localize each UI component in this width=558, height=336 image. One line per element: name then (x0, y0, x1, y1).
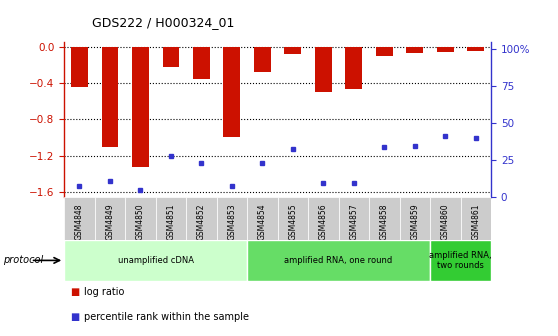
Text: amplified RNA, one round: amplified RNA, one round (285, 256, 393, 265)
Bar (460, 197, 491, 240)
Bar (254, 47, 271, 72)
Bar (125, 197, 156, 240)
Bar (64, 240, 247, 281)
Bar (376, 47, 393, 56)
Text: GSM4860: GSM4860 (441, 203, 450, 240)
Bar (156, 197, 186, 240)
Bar (247, 197, 277, 240)
Text: unamplified cDNA: unamplified cDNA (118, 256, 194, 265)
Bar (95, 197, 125, 240)
Text: GSM4851: GSM4851 (166, 203, 175, 240)
Text: GSM4848: GSM4848 (75, 203, 84, 240)
Text: log ratio: log ratio (84, 287, 124, 297)
Bar (285, 47, 301, 54)
Bar (437, 47, 454, 52)
Text: GSM4852: GSM4852 (197, 203, 206, 240)
Bar (400, 197, 430, 240)
Bar (186, 197, 217, 240)
Bar (468, 47, 484, 51)
Text: GSM4856: GSM4856 (319, 203, 328, 240)
Text: GSM4861: GSM4861 (472, 203, 480, 240)
Text: GDS222 / H000324_01: GDS222 / H000324_01 (92, 15, 234, 29)
Text: GSM4859: GSM4859 (410, 203, 419, 240)
Text: ■: ■ (70, 287, 79, 297)
Text: GSM4858: GSM4858 (380, 203, 389, 240)
Text: GSM4853: GSM4853 (227, 203, 237, 240)
Bar (278, 197, 308, 240)
Bar (369, 197, 400, 240)
Bar (193, 47, 210, 79)
Bar (132, 47, 149, 167)
Bar (339, 197, 369, 240)
Text: GSM4857: GSM4857 (349, 203, 358, 240)
Text: GSM4849: GSM4849 (105, 203, 114, 240)
Bar (345, 47, 362, 89)
Bar (102, 47, 118, 146)
Text: ■: ■ (70, 312, 79, 323)
Bar (406, 47, 423, 53)
Text: percentile rank within the sample: percentile rank within the sample (84, 312, 249, 323)
Text: protocol: protocol (3, 255, 43, 265)
Bar (430, 197, 460, 240)
Bar (308, 197, 339, 240)
Text: GSM4850: GSM4850 (136, 203, 145, 240)
Bar (315, 47, 331, 92)
Text: GSM4854: GSM4854 (258, 203, 267, 240)
Bar (247, 240, 430, 281)
Bar (162, 47, 179, 67)
Bar (71, 47, 88, 87)
Text: GSM4855: GSM4855 (288, 203, 297, 240)
Bar (224, 47, 240, 137)
Bar (430, 240, 491, 281)
Bar (217, 197, 247, 240)
Text: amplified RNA,
two rounds: amplified RNA, two rounds (429, 251, 492, 270)
Bar (64, 197, 95, 240)
